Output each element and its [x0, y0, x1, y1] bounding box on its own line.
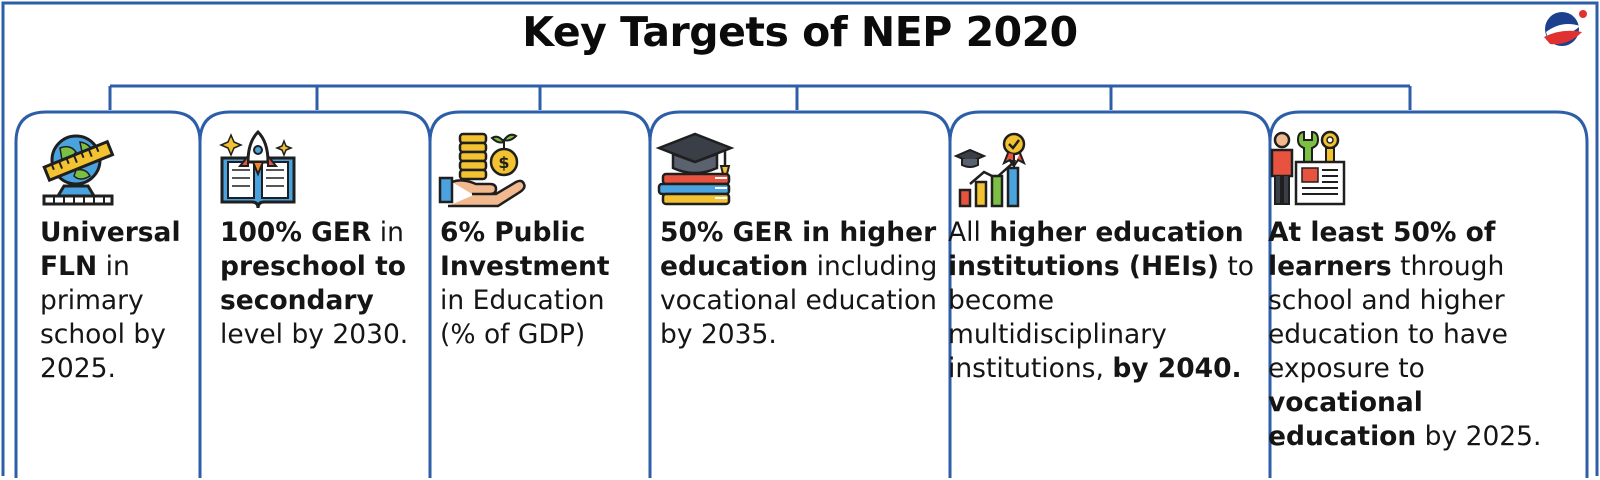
body-text: through school and higher education to h…	[1268, 251, 1508, 384]
graduation-books-icon	[655, 132, 735, 206]
globe-ruler-icon	[42, 134, 115, 206]
body-text: including vocational education by 2035.	[660, 251, 938, 350]
body-text: in	[371, 217, 404, 248]
vocational-tools-icon	[1270, 130, 1346, 206]
bold-text: 6% Public Investment	[440, 217, 610, 282]
bold-text: higher education institutions (HEIs)	[948, 217, 1244, 282]
svg-text:$: $	[498, 153, 509, 172]
coins-hand-icon: $	[438, 132, 526, 208]
rocket-book-icon	[219, 129, 296, 209]
card-text-4: 50% GER in higher education including vo…	[660, 216, 940, 352]
bold-text: vocational education	[1268, 387, 1423, 452]
bold-text: by 2040.	[1112, 353, 1242, 384]
brand-logo-icon	[1544, 10, 1587, 46]
bold-text: preschool to secondary	[220, 251, 406, 316]
bold-text: At least 50% of learners	[1268, 217, 1496, 282]
body-text: in primary school by 2025.	[40, 251, 166, 384]
card-text-3: 6% Public Investment in Education (% of …	[440, 216, 640, 352]
card-text-6: At least 50% of learners through school …	[1268, 216, 1568, 454]
body-text: in Education (% of GDP)	[440, 285, 605, 350]
body-text: by 2025.	[1416, 421, 1542, 452]
body-text: All	[948, 217, 990, 248]
card-text-1: Universal FLN in primary school by 2025.	[40, 216, 190, 386]
growth-chart-icon	[953, 132, 1026, 208]
bold-text: Universal FLN	[40, 217, 181, 282]
card-text-5: All higher education institutions (HEIs)…	[948, 216, 1266, 386]
card-text-2: 100% GER in preschool to secondary level…	[220, 216, 420, 352]
body-text: level by 2030.	[220, 319, 409, 350]
body-text: to become multidisciplinary institutions…	[948, 251, 1254, 384]
page-title: Key Targets of NEP 2020	[522, 8, 1078, 56]
bold-text: 100% GER	[220, 217, 372, 248]
bold-text: 50% GER in higher education	[660, 217, 937, 282]
